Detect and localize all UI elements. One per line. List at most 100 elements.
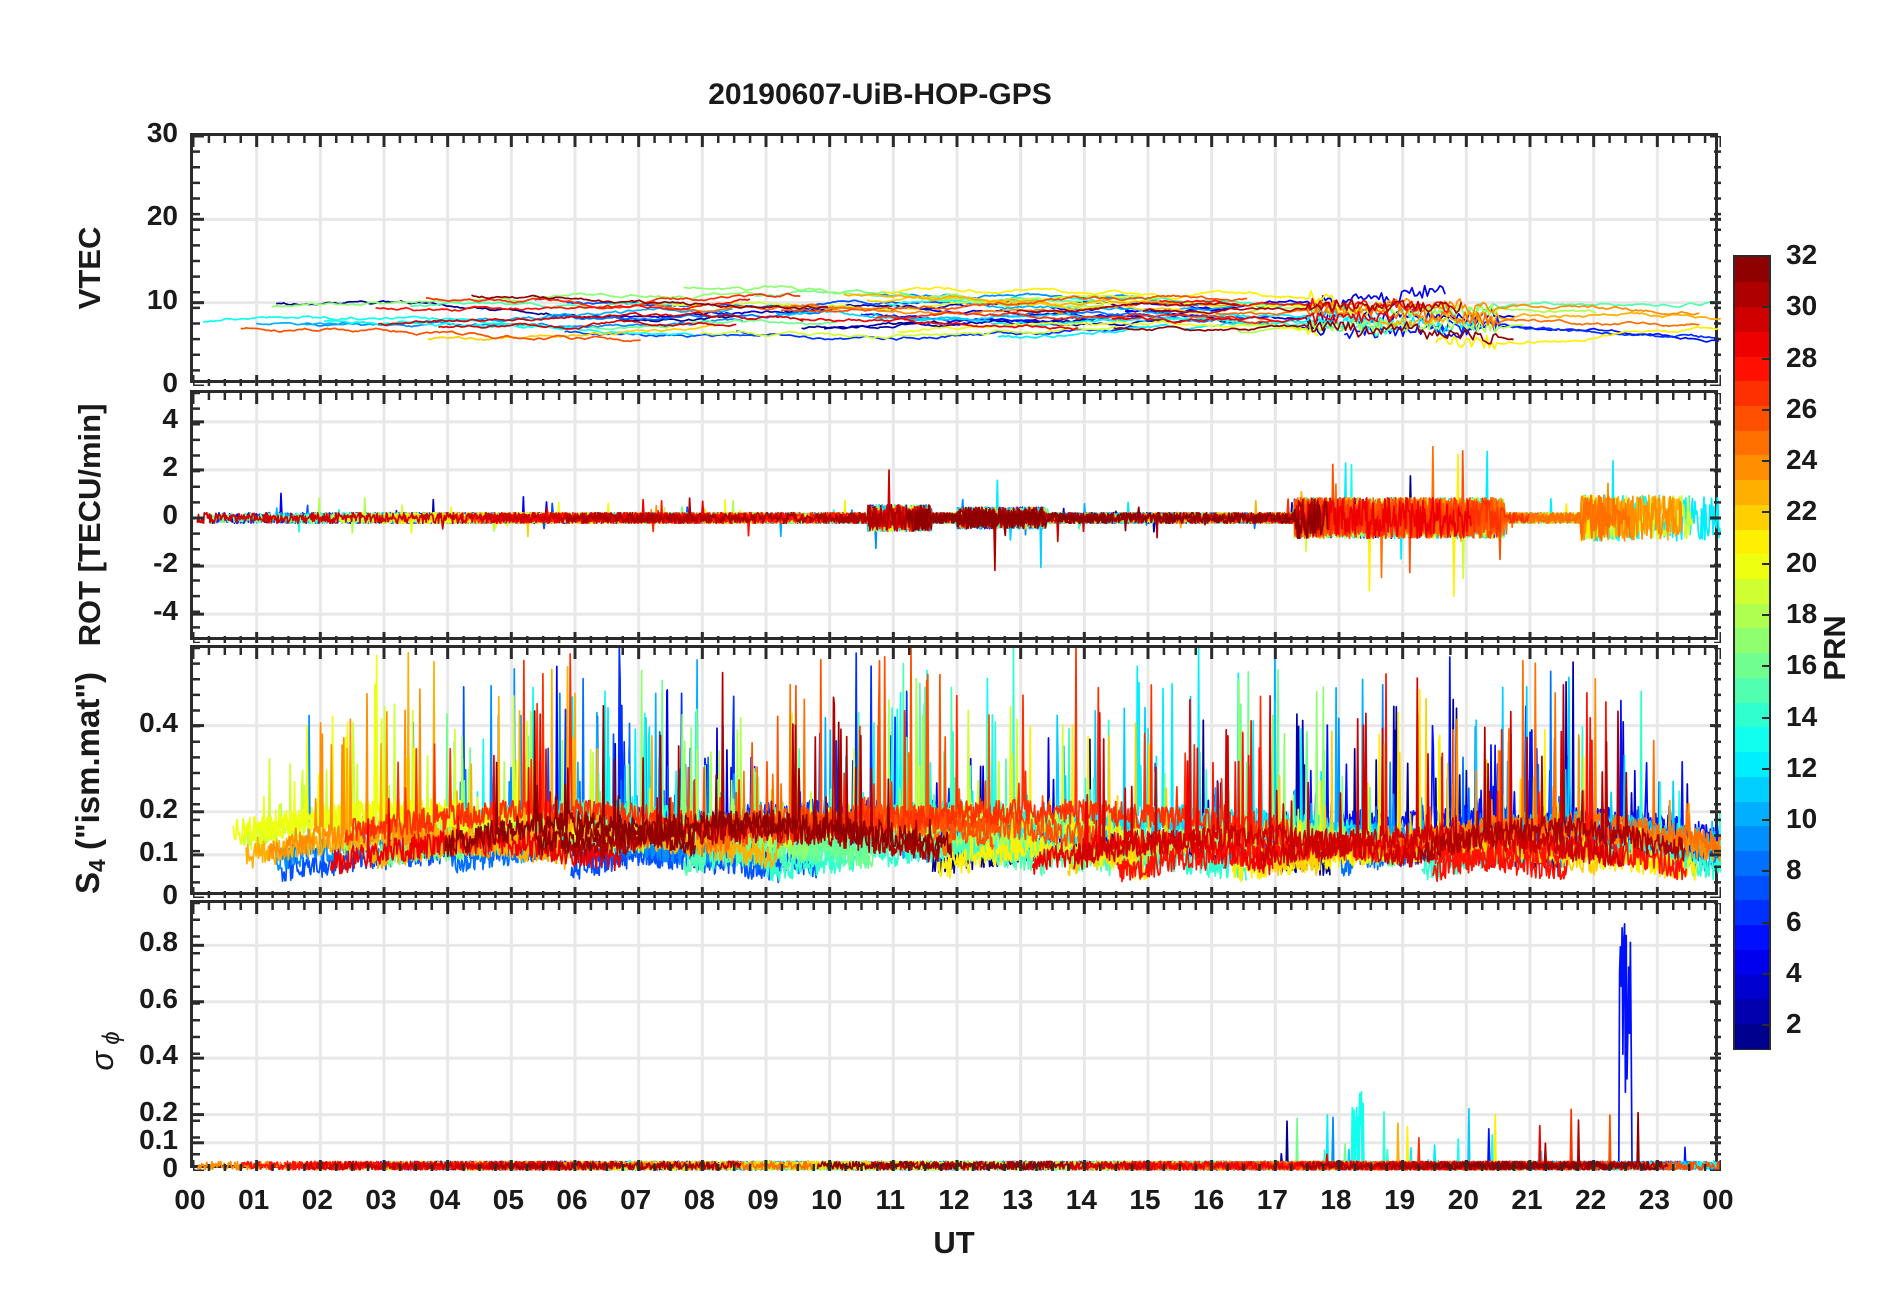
x-tick-label: 08 [683,1184,715,1215]
colorbar-swatch [1735,874,1769,901]
x-tick-label: 20 [1447,1184,1479,1215]
y-tick-label: 2 [162,450,178,482]
colorbar-swatch [1735,701,1769,728]
panel-s4 [190,645,1721,898]
s4-suffix: ("ism.mat") [69,672,106,860]
colorbar-tick-mark [1762,614,1771,617]
colorbar-swatch [1735,800,1769,827]
y-tick-label: 0.1 [139,1123,178,1155]
figure-title: 20190607-UiB-HOP-GPS [708,78,1052,111]
colorbar-tick-mark [1762,357,1771,360]
x-tick-label: 06 [556,1184,588,1215]
colorbar-swatch [1735,726,1769,753]
x-tick-label: 03 [365,1184,397,1215]
colorbar-swatch [1735,949,1769,975]
panel-vtec [190,133,1721,386]
colorbar-swatch [1735,553,1769,580]
colorbar-tick-label: 32 [1786,239,1818,270]
colorbar-tick-mark [1762,306,1771,309]
colorbar-swatch [1735,504,1769,530]
colorbar-tick-mark [1762,562,1771,565]
colorbar-tick-label: 30 [1786,290,1818,322]
x-tick-label: 04 [429,1184,461,1215]
colorbar-tick-label: 10 [1786,803,1818,835]
colorbar-tick-label: 2 [1786,1008,1802,1040]
colorbar-tick-label: 28 [1786,341,1818,373]
y-tick-label: 0 [162,879,178,910]
colorbar-tick-mark [1762,511,1771,514]
colorbar-tick-mark [1762,716,1771,719]
x-tick-label: 14 [1065,1184,1097,1215]
colorbar-swatch [1735,528,1769,555]
x-tick-label: 23 [1638,1184,1670,1215]
y-tick-label: 0.8 [139,926,178,958]
y-tick-label: 4 [162,402,178,434]
xlabel-ut: UT [933,1225,975,1260]
panel-rot [190,390,1721,643]
x-tick-label: 09 [747,1184,779,1215]
y-tick-label: 20 [146,200,178,232]
y-tick-label: 30 [146,117,178,148]
colorbar-tick-label: 14 [1786,700,1818,732]
x-tick-label: 13 [1002,1184,1034,1215]
x-tick-label: 10 [811,1184,843,1215]
colorbar-tick-label: 8 [1786,854,1802,886]
x-tick-label: 11 [875,1184,906,1215]
x-tick-label: 22 [1575,1184,1607,1215]
x-tick-label: 05 [492,1184,524,1215]
colorbar-swatch [1735,751,1769,777]
colorbar-swatch [1735,652,1769,678]
x-tick-label: 18 [1320,1184,1352,1215]
colorbar-tick-mark [1762,665,1771,668]
colorbar-tick-mark [1762,408,1771,411]
x-tick-label: 15 [1129,1184,1161,1215]
colorbar-tick-label: 16 [1786,649,1818,681]
y-tick-label: -4 [153,595,178,627]
colorbar-tick-label: 4 [1786,957,1802,989]
colorbar-prn[interactable] [1733,255,1771,1050]
y-tick-label: 0 [162,1152,178,1183]
y-tick-label: 0.6 [139,982,178,1014]
panel-sigma-phi [190,900,1721,1171]
colorbar-tick-mark [1762,1024,1771,1027]
colorbar-swatch [1735,825,1769,851]
x-tick-label: 02 [301,1184,333,1215]
colorbar-swatch [1735,1023,1769,1049]
colorbar-swatch [1735,479,1769,505]
y-tick-label: 0 [162,367,178,398]
x-tick-label: 19 [1384,1184,1416,1215]
colorbar-swatch [1735,430,1769,456]
y-tick-label: 0.2 [139,792,178,824]
colorbar-swatch [1735,331,1769,357]
colorbar-swatch [1735,998,1769,1024]
colorbar-tick-label: 12 [1786,751,1818,783]
colorbar-swatch [1735,578,1769,604]
y-tick-label: 0.1 [139,835,178,867]
colorbar-tick-label: 22 [1786,495,1818,527]
x-tick-label: 00 [174,1184,206,1215]
x-tick-label: 12 [938,1184,970,1215]
colorbar-label: PRN [1817,615,1852,681]
y-tick-label: 0 [162,499,178,530]
colorbar-tick-mark [1762,767,1771,770]
colorbar-tick-mark [1762,460,1771,463]
colorbar-swatch [1735,454,1769,481]
colorbar-tick-label: 18 [1786,598,1818,630]
colorbar-swatch [1735,776,1769,802]
x-tick-label: 16 [1193,1184,1225,1215]
colorbar-tick-label: 6 [1786,905,1802,937]
x-tick-label: 00 [1702,1184,1734,1215]
colorbar-swatch [1735,973,1769,1000]
x-tick-label: 01 [238,1184,270,1215]
colorbar-swatch [1735,281,1769,308]
colorbar-swatch [1735,899,1769,926]
y-tick-label: 0.2 [139,1095,178,1127]
colorbar-swatch [1735,355,1769,382]
colorbar-tick-mark [1762,973,1771,976]
x-tick-label: 07 [620,1184,652,1215]
colorbar-tick-mark [1762,870,1771,873]
colorbar-tick-label: 26 [1786,392,1818,424]
colorbar-swatch [1735,924,1769,950]
x-tick-label: 21 [1511,1184,1543,1215]
colorbar-tick-label: 20 [1786,546,1818,578]
